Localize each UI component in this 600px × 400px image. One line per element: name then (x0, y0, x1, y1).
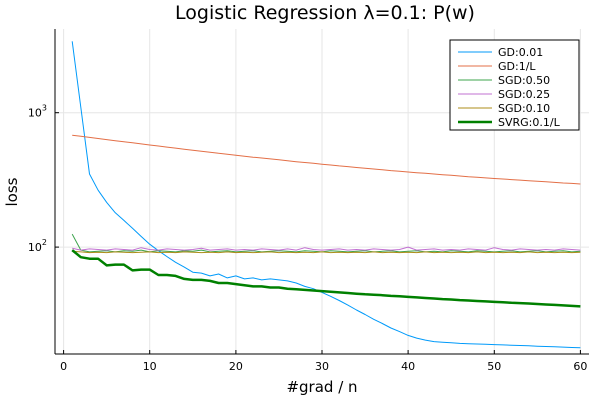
y-axis-label: loss (3, 177, 21, 206)
x-ticks: 0 10 20 30 40 50 60 (60, 350, 587, 373)
legend-box (449, 39, 580, 131)
x-tick-label: 30 (315, 360, 329, 373)
y-tick-base: 10 (28, 107, 42, 120)
y-tick-exponent: 2 (42, 238, 47, 247)
x-tick-label: 50 (487, 360, 501, 373)
x-tick-label: 20 (229, 360, 243, 373)
x-tick-label: 60 (573, 360, 587, 373)
y-tick-label: 103 (28, 104, 47, 120)
x-tick-label: 0 (60, 360, 67, 373)
legend-label: GD:1/L (498, 60, 536, 73)
legend: GD:0.01GD:1/LSGD:0.50SGD:0.25SGD:0.10SVR… (449, 39, 580, 131)
chart-title: Logistic Regression λ=0.1: P(w) (175, 2, 475, 24)
y-tick-exponent: 3 (42, 104, 47, 113)
series-line-5 (71, 249, 581, 308)
legend-label: GD:0.01 (498, 46, 543, 59)
x-tick-label: 10 (143, 360, 157, 373)
series-line-4 (72, 250, 581, 254)
plot-series (71, 41, 581, 349)
y-tick-base: 10 (28, 241, 42, 254)
legend-label: SVRG:0.1/L (498, 116, 561, 129)
series-line-2 (71, 233, 581, 253)
legend-label: SGD:0.25 (498, 88, 550, 101)
series-line-1 (72, 134, 581, 185)
series-line-3 (72, 246, 581, 251)
x-tick-label: 40 (401, 360, 415, 373)
x-axis-label: #grad / n (286, 378, 357, 396)
legend-label: SGD:0.50 (498, 74, 550, 87)
legend-label: SGD:0.10 (498, 102, 550, 115)
y-tick-label: 102 (28, 238, 47, 254)
